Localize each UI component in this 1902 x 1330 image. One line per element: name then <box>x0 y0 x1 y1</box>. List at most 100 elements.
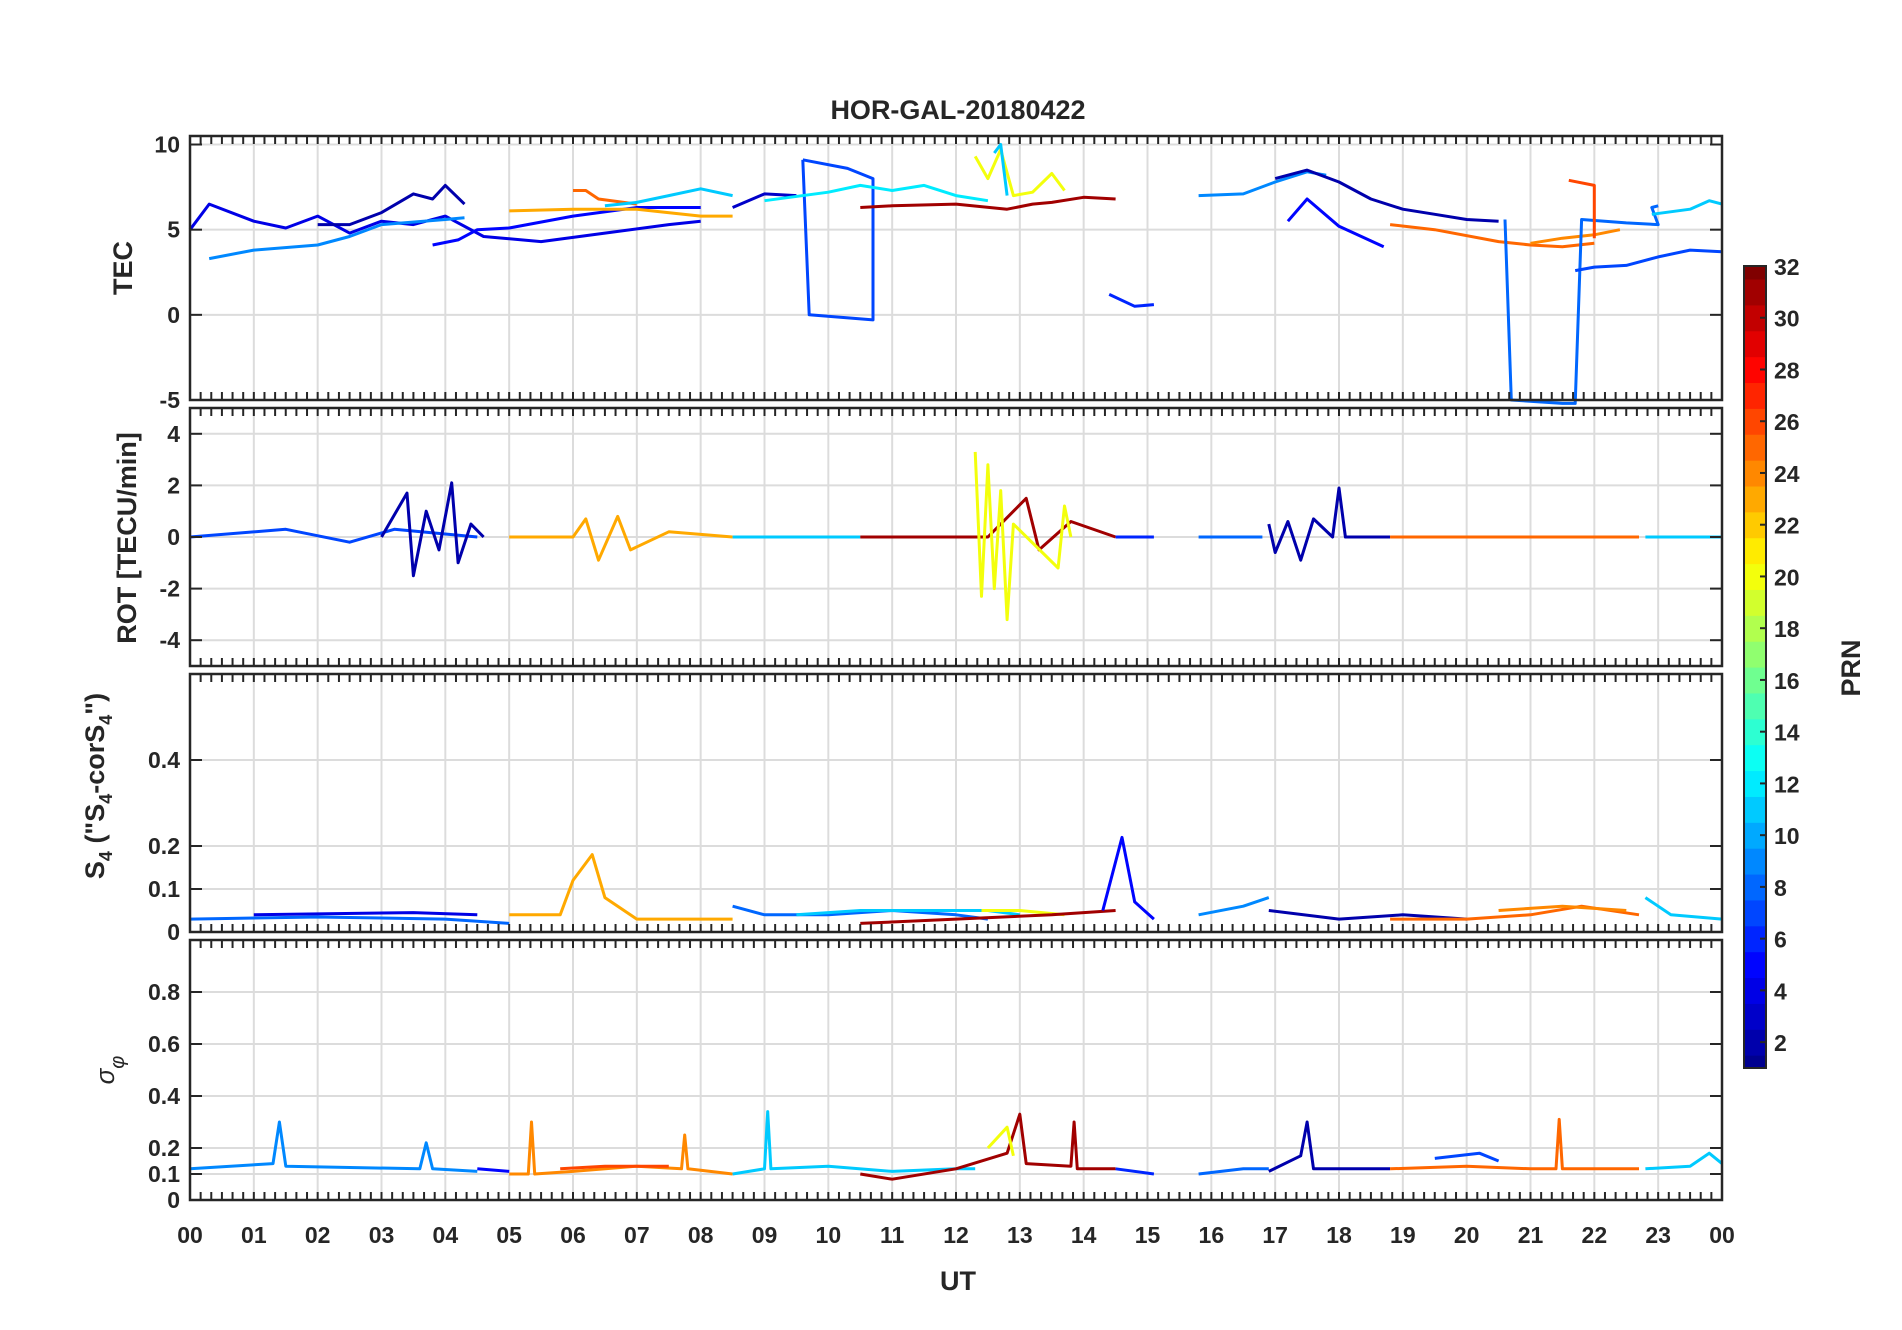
x-tick-label: 14 <box>1071 1222 1097 1248</box>
colorbar-cell <box>1744 1003 1766 1030</box>
series-line-prn-24 <box>1498 904 1627 912</box>
y-tick-label: 10 <box>154 132 180 158</box>
series-line-prn-5 <box>1101 835 1155 921</box>
series-line-prn-23 <box>509 853 733 921</box>
colorbar-cell <box>1744 537 1766 565</box>
plot-area-tec: -5 0 5 10 <box>154 132 1724 413</box>
colorbar-tick-label: 12 <box>1774 771 1800 797</box>
ylabel-tec: TEC <box>108 241 138 295</box>
series-line-prn-4 <box>253 911 478 917</box>
colorbar-cell <box>1744 485 1766 513</box>
series-line-prn-11 <box>1651 199 1723 216</box>
panel-sigma-phi: 00.10.20.40.60.8 σφ <box>90 938 1724 1213</box>
series-line-prn-5 <box>1286 197 1385 249</box>
colorbar-tick-label: 20 <box>1774 564 1800 590</box>
series-line-prn-24 <box>1530 228 1621 245</box>
series-line-prn-9 <box>189 1120 478 1173</box>
series-line-prn-2 <box>1267 486 1391 562</box>
colorbar-cell <box>1744 718 1766 746</box>
colorbar-cell <box>1744 563 1766 590</box>
series-line-prn-5 <box>477 1167 510 1173</box>
x-tick-label: 23 <box>1645 1222 1671 1248</box>
x-tick-label: 22 <box>1582 1222 1608 1248</box>
series-line-prn-20 <box>981 909 1065 917</box>
colorbar-cell <box>1744 641 1766 668</box>
series-line-prn-7 <box>1574 248 1723 273</box>
y-tick-label: 5 <box>167 217 180 243</box>
series-line-prn-8 <box>732 904 989 921</box>
panel-tec: -5 0 5 10 TEC <box>108 132 1724 413</box>
colorbar-tick-label: 24 <box>1774 461 1800 487</box>
series-line-prn-20 <box>986 1125 1015 1157</box>
colorbar-cell <box>1744 330 1766 358</box>
y-tick-label: 0.6 <box>148 1031 180 1057</box>
y-tick-label: 0 <box>167 1187 180 1213</box>
x-tick-label: 07 <box>624 1222 650 1248</box>
colorbar-cell <box>1744 977 1766 1004</box>
colorbar-cell <box>1744 692 1766 720</box>
y-tick-label: 0.4 <box>148 747 180 773</box>
colorbar-strip <box>1743 265 1767 1069</box>
series-line-prn-25 <box>1390 1117 1639 1171</box>
series-line-prn-20 <box>973 148 1066 198</box>
x-tick-label: 16 <box>1199 1222 1225 1248</box>
series-line-prn-26 <box>1568 178 1596 239</box>
series-line-prn-26 <box>560 1164 669 1171</box>
x-tick-label: 06 <box>560 1222 586 1248</box>
colorbar-cell <box>1744 511 1766 539</box>
y-tick-label: 0.1 <box>148 876 180 902</box>
x-tick-label: 10 <box>816 1222 842 1248</box>
series-line-prn-31 <box>860 496 1117 552</box>
y-tick-label: -2 <box>160 576 180 602</box>
ylabel-rot: ROT [TECU/min] <box>112 432 142 643</box>
x-tick-label: 08 <box>688 1222 714 1248</box>
series-line-prn-9 <box>208 216 465 261</box>
y-tick-label: 0.4 <box>148 1083 180 1109</box>
series-line-prn-20 <box>973 451 1073 622</box>
y-tick-label: 0 <box>167 302 180 328</box>
colorbar-tick-label: 6 <box>1774 927 1787 953</box>
series-line-prn-25 <box>573 189 637 206</box>
colorbar-tick-label: 30 <box>1774 306 1800 332</box>
x-tick-label: 18 <box>1326 1222 1352 1248</box>
colorbar-cell <box>1744 266 1766 280</box>
colorbar-cell <box>1744 1029 1766 1056</box>
chart-title: HOR-GAL-20180422 <box>830 95 1085 125</box>
colorbar-tick-label: 32 <box>1774 254 1800 280</box>
colorbar-cell <box>1744 822 1766 849</box>
x-tick-label: 00 <box>1709 1222 1735 1248</box>
x-tick-labels: 00 01 02 03 04 05 06 07 08 09 10 11 12 13 14 15 16 17 18 19… <box>177 1222 1735 1248</box>
x-tick-label: 04 <box>433 1222 459 1248</box>
series-line-prn-7 <box>1434 1151 1500 1163</box>
colorbar-cell <box>1744 304 1766 332</box>
series-line-prn-24 <box>509 1120 733 1176</box>
series-line-prn-11 <box>1644 896 1723 921</box>
series-line-prn-11 <box>1645 1151 1723 1171</box>
colorbar-cell <box>1744 796 1766 823</box>
x-tick-label: 15 <box>1135 1222 1161 1248</box>
colorbar-border <box>1743 265 1767 1069</box>
series-line-prn-8 <box>189 915 510 925</box>
colorbar-cell <box>1744 744 1766 772</box>
x-tick-label: 13 <box>1007 1222 1033 1248</box>
series-line-prn-8 <box>1198 1167 1269 1176</box>
colorbar-cell <box>1744 382 1766 409</box>
series-line-prn-6 <box>1108 293 1155 308</box>
panel-rot: -4 -2 0 2 4 ROT [TECU/min] <box>112 406 1724 668</box>
x-tick-label: 01 <box>241 1222 267 1248</box>
colorbar-label: PRN <box>1836 639 1866 696</box>
series-line-prn-31 <box>860 1112 1116 1181</box>
colorbar-tick-label: 16 <box>1774 668 1800 694</box>
colorbar-cell <box>1744 589 1766 616</box>
panel-s4: 00.10.20.4 S4 ("S4-corS4") <box>80 672 1724 945</box>
series-line-prn-25 <box>1389 223 1595 249</box>
colorbar-tick-label: 26 <box>1774 409 1800 435</box>
y-tick-label: -5 <box>160 387 181 413</box>
x-tick-label: 21 <box>1518 1222 1544 1248</box>
colorbar-cell <box>1744 951 1766 979</box>
y-tick-label: 2 <box>167 472 180 498</box>
series-line-prn-2 <box>317 183 466 227</box>
